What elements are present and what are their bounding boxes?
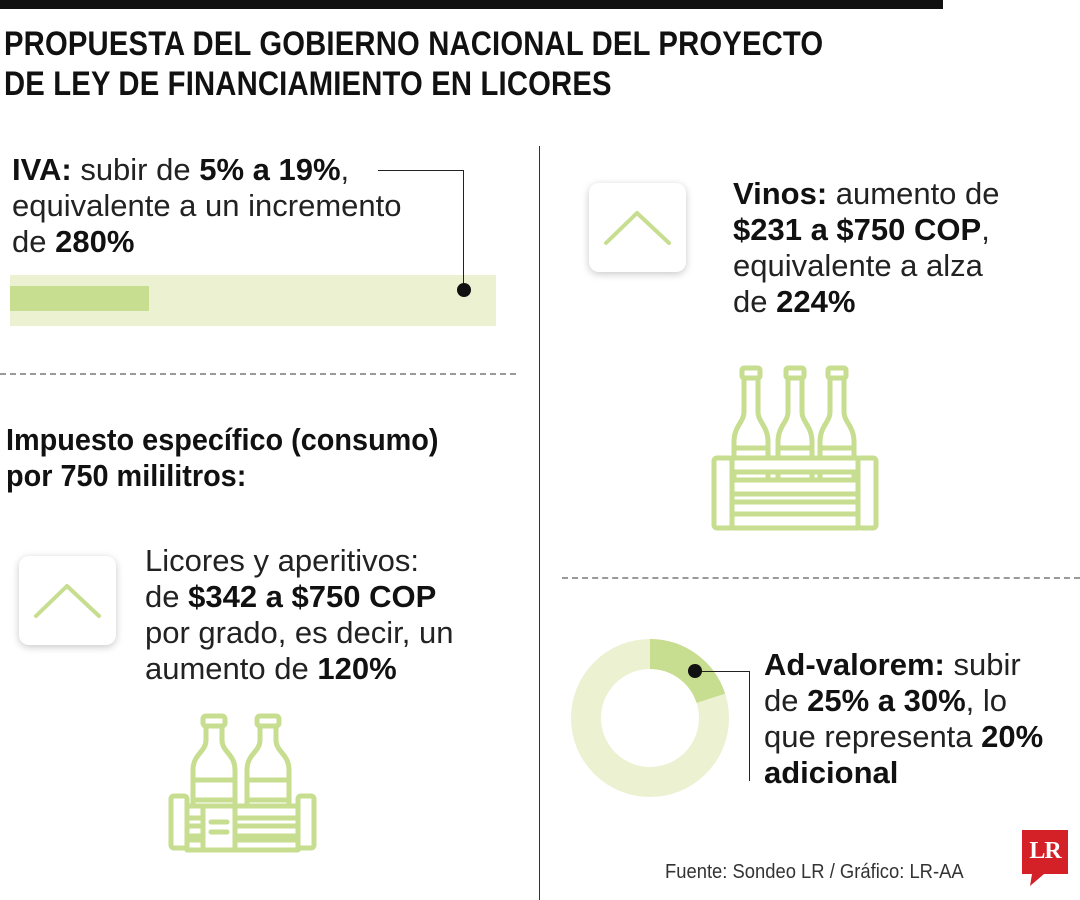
advalorem-adicional: adicional (764, 755, 899, 790)
vinos-label: Vinos: (733, 176, 828, 211)
vinos-text-2: , (981, 212, 990, 247)
consumo-heading: Impuesto específico (consumo) por 750 mi… (6, 422, 439, 494)
iva-text: IVA: subir de 5% a 19%, equivalente a un… (12, 152, 482, 260)
licores-text: Licores y aperitivos: de $342 a $750 COP… (145, 543, 453, 687)
advalorem-text-2: de (764, 683, 808, 718)
consumo-heading-line-2: por 750 mililitros: (6, 458, 247, 493)
vinos-text-1: aumento de (827, 176, 1000, 211)
logo-badge-icon (1022, 830, 1068, 886)
advalorem-label: Ad-valorem: (764, 647, 945, 682)
title-line-2: DE LEY DE FINANCIAMIENTO EN LICORES (4, 65, 612, 103)
vinos-text-3: de (733, 284, 777, 319)
vinos-text: Vinos: aumento de $231 a $750 COP, equiv… (733, 176, 1000, 320)
vinos-pct: 224% (776, 284, 856, 319)
iva-bar-fill (10, 286, 149, 311)
iva-from-to: 5% a 19% (199, 152, 341, 187)
vinos-line-3: equivalente a alza (733, 248, 983, 283)
advalorem-leader-dot (688, 664, 702, 678)
advalorem-leader-line-v (749, 671, 750, 781)
advalorem-text-4: que representa (764, 719, 982, 754)
vertical-divider (539, 146, 540, 900)
advalorem-donut-chart (571, 639, 729, 797)
advalorem-text-3: , lo (965, 683, 1008, 718)
vinos-range: $231 a $750 COP (733, 212, 982, 247)
donut-highlight-segment (649, 639, 726, 704)
advalorem-leader-line-h (700, 671, 750, 672)
iva-label: IVA: (12, 152, 72, 187)
licores-arrow-box (19, 556, 116, 645)
page-title: PROPUESTA DEL GOBIERNO NACIONAL DEL PROY… (4, 24, 864, 104)
licores-line-1: Licores y aperitivos: (145, 543, 419, 578)
iva-pct: 280% (55, 224, 135, 259)
dashed-divider-left (0, 373, 516, 375)
licores-range: $342 a $750 COP (188, 579, 437, 614)
wine-bottles-crate-icon (711, 365, 879, 531)
chevron-up-icon (34, 584, 101, 618)
licores-pct: 120% (317, 651, 397, 686)
iva-leader-line-v (463, 170, 464, 288)
licores-text-1: de (145, 579, 189, 614)
iva-leader-line-h (378, 170, 464, 171)
advalorem-text-1: subir (944, 647, 1021, 682)
consumo-heading-line-1: Impuesto específico (consumo) (6, 422, 439, 457)
chevron-up-icon (604, 211, 671, 245)
dashed-divider-right (562, 577, 1080, 579)
liquor-bottles-crate-icon (168, 713, 317, 853)
source-credit: Fuente: Sondeo LR / Gráfico: LR-AA (665, 861, 964, 883)
iva-line-2: equivalente a un incremento (12, 188, 402, 223)
advalorem-pct: 20% (981, 719, 1044, 754)
title-line-1: PROPUESTA DEL GOBIERNO NACIONAL DEL PROY… (4, 25, 824, 63)
iva-text-2: , (340, 152, 350, 187)
advalorem-text: Ad-valorem: subir de 25% a 30%, lo que r… (764, 647, 1043, 791)
lr-logo: LR (1022, 830, 1068, 886)
iva-leader-dot (457, 283, 471, 297)
iva-text-3: de (12, 224, 56, 259)
logo-text: LR (1029, 838, 1061, 864)
licores-line-3: por grado, es decir, un (145, 615, 454, 650)
advalorem-from-to: 25% a 30% (807, 683, 966, 718)
vinos-arrow-box (589, 183, 686, 272)
top-bar (0, 0, 943, 9)
iva-text-1: subir de (71, 152, 200, 187)
licores-text-2: aumento de (145, 651, 318, 686)
